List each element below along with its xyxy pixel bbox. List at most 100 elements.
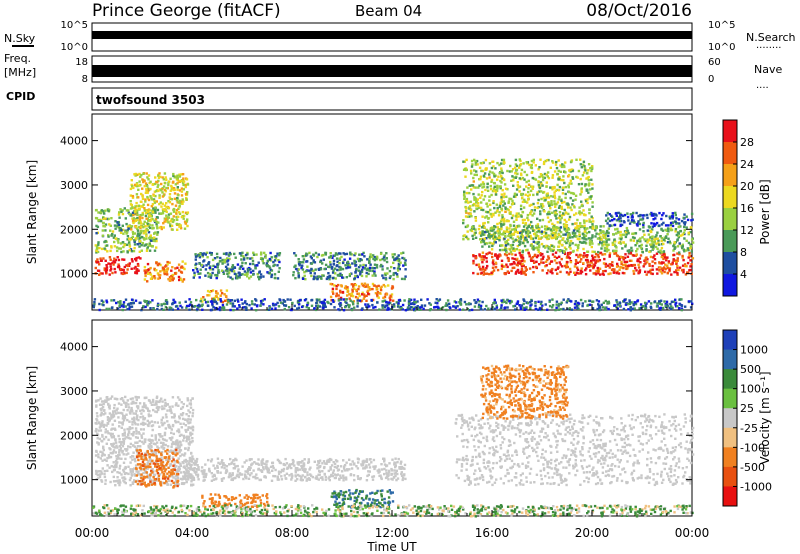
power-cell — [147, 188, 151, 191]
power-cell — [184, 183, 187, 187]
power-cell — [520, 267, 524, 271]
power-cell — [595, 269, 598, 273]
power-cell — [283, 307, 286, 311]
power-cell — [462, 160, 465, 163]
power-cell — [516, 235, 519, 238]
power-cell — [151, 224, 154, 227]
nave-label: Nave — [754, 63, 782, 76]
power-cell — [494, 231, 497, 234]
power-cell — [555, 303, 558, 306]
power-cell — [159, 270, 162, 273]
power-cell — [321, 301, 324, 305]
power-cell — [251, 262, 255, 266]
power-cell — [176, 186, 179, 189]
power-cell — [537, 241, 541, 244]
power-cell — [322, 300, 325, 303]
power-cell — [520, 232, 523, 235]
power-cell — [625, 267, 628, 271]
power-cell — [652, 256, 655, 259]
power-cell — [119, 247, 122, 250]
power-cell — [148, 244, 151, 247]
power-cell — [481, 181, 485, 184]
power-cell — [128, 262, 131, 265]
power-cell — [111, 232, 114, 236]
power-cell — [556, 221, 559, 224]
power-cell — [206, 294, 209, 297]
power-cell — [683, 229, 686, 232]
power-cell — [491, 255, 494, 259]
power-cell — [660, 246, 664, 250]
power-cell — [172, 210, 176, 213]
power-cell — [266, 271, 269, 274]
power-cell — [591, 256, 595, 260]
velocity-cell — [118, 467, 121, 470]
power-cell — [558, 195, 561, 199]
power-cell — [180, 200, 183, 203]
power-cell — [121, 212, 125, 216]
power-cell — [238, 276, 241, 279]
power-cell — [246, 251, 249, 255]
power-cell — [162, 209, 165, 213]
velocity-cell — [109, 432, 112, 435]
power-cell — [526, 301, 530, 305]
power-cell — [276, 264, 279, 267]
power-cell — [576, 218, 579, 222]
power-cell — [462, 221, 465, 225]
power-cell — [667, 224, 670, 227]
power-cell — [568, 233, 572, 237]
power-cell — [559, 235, 562, 238]
power-cell — [619, 212, 622, 215]
power-cell — [155, 237, 158, 241]
power-cell — [555, 261, 558, 265]
power-cell — [492, 228, 496, 231]
power-cell — [623, 298, 626, 302]
power-cell — [662, 221, 665, 225]
power-cell — [540, 190, 543, 193]
power-cell — [638, 228, 642, 231]
power-cell — [550, 203, 554, 207]
power-cell — [329, 282, 332, 286]
power-cell — [549, 207, 552, 210]
power-cell — [611, 219, 614, 222]
power-cell — [467, 206, 471, 209]
velocity-panel-frame — [91, 319, 693, 517]
power-cell — [579, 222, 582, 225]
power-cell — [109, 269, 112, 272]
power-cell — [616, 303, 619, 306]
power-cell — [676, 273, 679, 276]
velocity-cell — [172, 476, 175, 479]
power-cell — [396, 259, 399, 262]
power-cell — [551, 304, 555, 307]
power-cell — [186, 218, 189, 221]
power-cell — [363, 282, 367, 285]
velocity-cell — [132, 451, 135, 454]
power-cell — [354, 271, 357, 274]
power-cell — [197, 272, 200, 275]
power-cell — [655, 214, 658, 217]
power-cell — [113, 240, 116, 244]
power-cell — [613, 252, 616, 255]
power-cell — [485, 242, 489, 245]
power-cell — [563, 240, 567, 243]
power-cell — [182, 180, 186, 183]
power-cell — [428, 302, 431, 305]
power-cell — [515, 302, 518, 305]
power-cell — [553, 191, 556, 194]
power-cell — [582, 209, 585, 212]
power-cell — [528, 204, 531, 207]
power-cell — [647, 233, 651, 236]
power-cell — [682, 221, 686, 224]
power-cell — [546, 192, 549, 195]
power-cell — [176, 266, 179, 269]
power-cell — [589, 220, 593, 223]
power-cell — [350, 272, 353, 275]
power-cell — [147, 174, 151, 177]
power-cell — [580, 204, 583, 208]
power-cell — [472, 176, 475, 180]
power-cell — [502, 200, 505, 203]
power-cell — [206, 256, 209, 259]
power-cell — [119, 231, 123, 234]
power-cell — [452, 305, 455, 308]
power-cell — [674, 213, 677, 217]
velocity-cell — [125, 449, 128, 452]
